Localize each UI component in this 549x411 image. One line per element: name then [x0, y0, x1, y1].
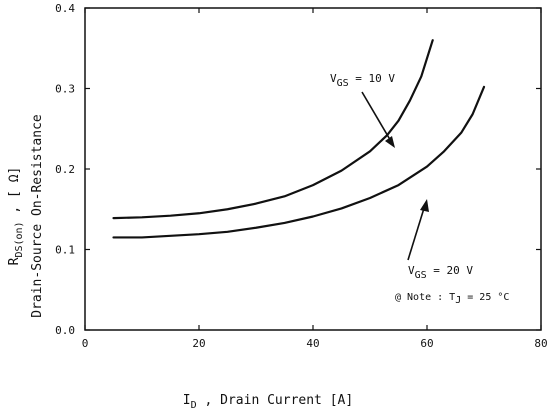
series-label-vgs20: VGS = 20 V [408, 264, 473, 281]
series-label-vgs10-main: V [330, 72, 337, 85]
plot-frame [84, 7, 542, 331]
series-label-vgs10-sub: GS [337, 78, 349, 89]
x-tick-label: 20 [192, 337, 205, 350]
series-arrow-vgs20 [407, 204, 426, 261]
series-label-vgs10: VGS = 10 V [330, 72, 395, 89]
y-label-r: R [7, 257, 22, 265]
note-suffix: = 25 °C [461, 292, 509, 303]
series-arrowhead-vgs20 [420, 199, 429, 212]
note-annotation: @ Note : TJ = 25 °C [395, 292, 509, 306]
svg-text:RDS(on) , [ Ω]: RDS(on) , [ Ω] [7, 167, 25, 266]
series-arrowhead-vgs10 [385, 136, 395, 148]
x-tick-label: 0 [82, 337, 89, 350]
y-tick-label: 0.4 [55, 2, 75, 15]
y-tick-label: 0.0 [55, 324, 75, 337]
x-tick-label: 80 [534, 337, 547, 350]
series-line-vgs20 [112, 85, 486, 239]
series-line-vgs10 [112, 39, 434, 220]
x-axis-label: ID , Drain Current [A] [183, 393, 353, 411]
series-label-vgs20-sub: GS [415, 270, 427, 281]
y-axis-label: RDS(on) , [ Ω] [7, 167, 25, 266]
x-tick-label: 60 [420, 337, 433, 350]
x-label-i: I [183, 393, 191, 408]
y-label-r-rest: , [ Ω] [7, 167, 22, 222]
series-label-vgs20-main: V [408, 264, 415, 277]
x-tick-label: 40 [306, 337, 319, 350]
x-label-i-sub: D [191, 400, 197, 411]
x-label-i-rest: , Drain Current [A] [197, 393, 354, 408]
y-tick-label: 0.2 [55, 163, 75, 176]
y-axis-label-line2: Drain-Source On-Resistance [30, 114, 45, 318]
series-arrow-vgs10 [361, 91, 393, 144]
ticks-layer: 0 20 40 60 80 0.0 0.1 0.2 0.3 0.4 [55, 2, 548, 350]
series-label-vgs10-rest: = 10 V [349, 72, 396, 85]
y-tick-label: 0.1 [55, 244, 75, 257]
y-label-r-sub: DS(on) [14, 221, 25, 257]
series-label-vgs20-rest: = 20 V [427, 264, 474, 277]
note-sub: J [455, 295, 461, 306]
y-tick-label: 0.3 [55, 83, 75, 96]
series-layer [112, 39, 486, 239]
note-prefix: @ Note : T [395, 292, 455, 303]
